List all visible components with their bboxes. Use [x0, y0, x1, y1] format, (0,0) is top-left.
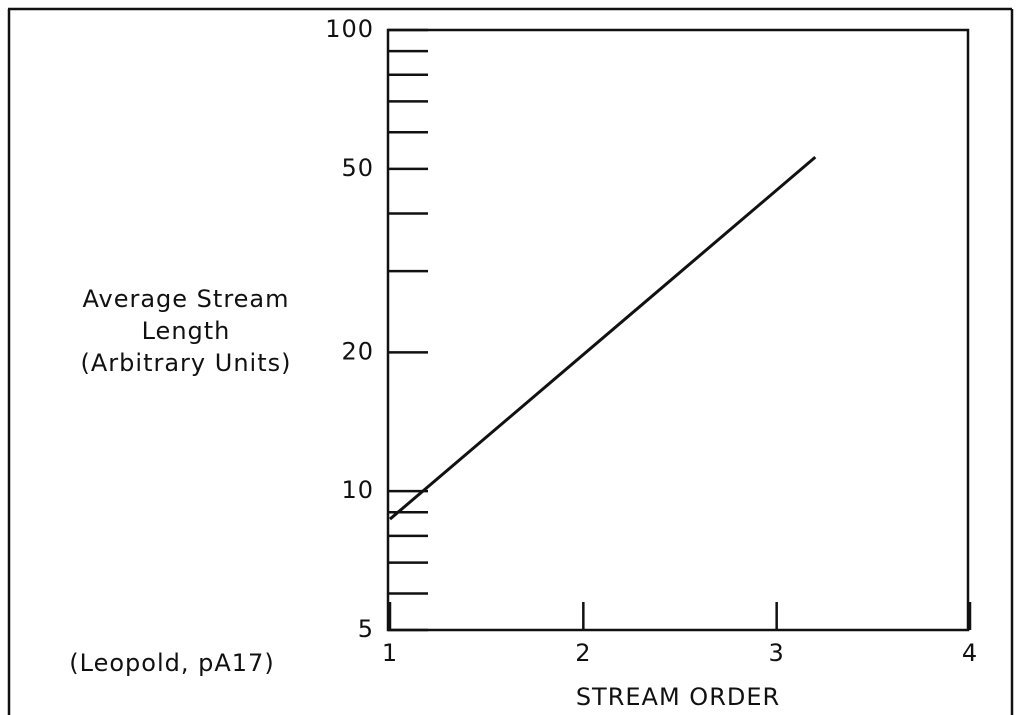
y-axis-label: Length — [142, 317, 231, 345]
y-tick-label: 100 — [325, 15, 374, 43]
plot-area — [386, 28, 970, 632]
y-tick-label: 5 — [358, 615, 374, 643]
x-axis-label: STREAM ORDER — [576, 683, 780, 711]
y-tick-label: 50 — [341, 154, 374, 182]
data-line — [389, 156, 817, 521]
y-axis-label: Average Stream — [82, 285, 289, 313]
x-tick-label: 3 — [769, 639, 785, 667]
x-tick-label: 1 — [382, 639, 398, 667]
y-tick-label: 10 — [341, 476, 374, 504]
x-tick-label: 4 — [962, 639, 978, 667]
y-tick-label: 20 — [341, 337, 374, 365]
x-tick-label: 2 — [575, 639, 591, 667]
y-axis-label: (Arbitrary Units) — [81, 349, 292, 377]
annotation: (Leopold, pA17) — [69, 649, 274, 677]
